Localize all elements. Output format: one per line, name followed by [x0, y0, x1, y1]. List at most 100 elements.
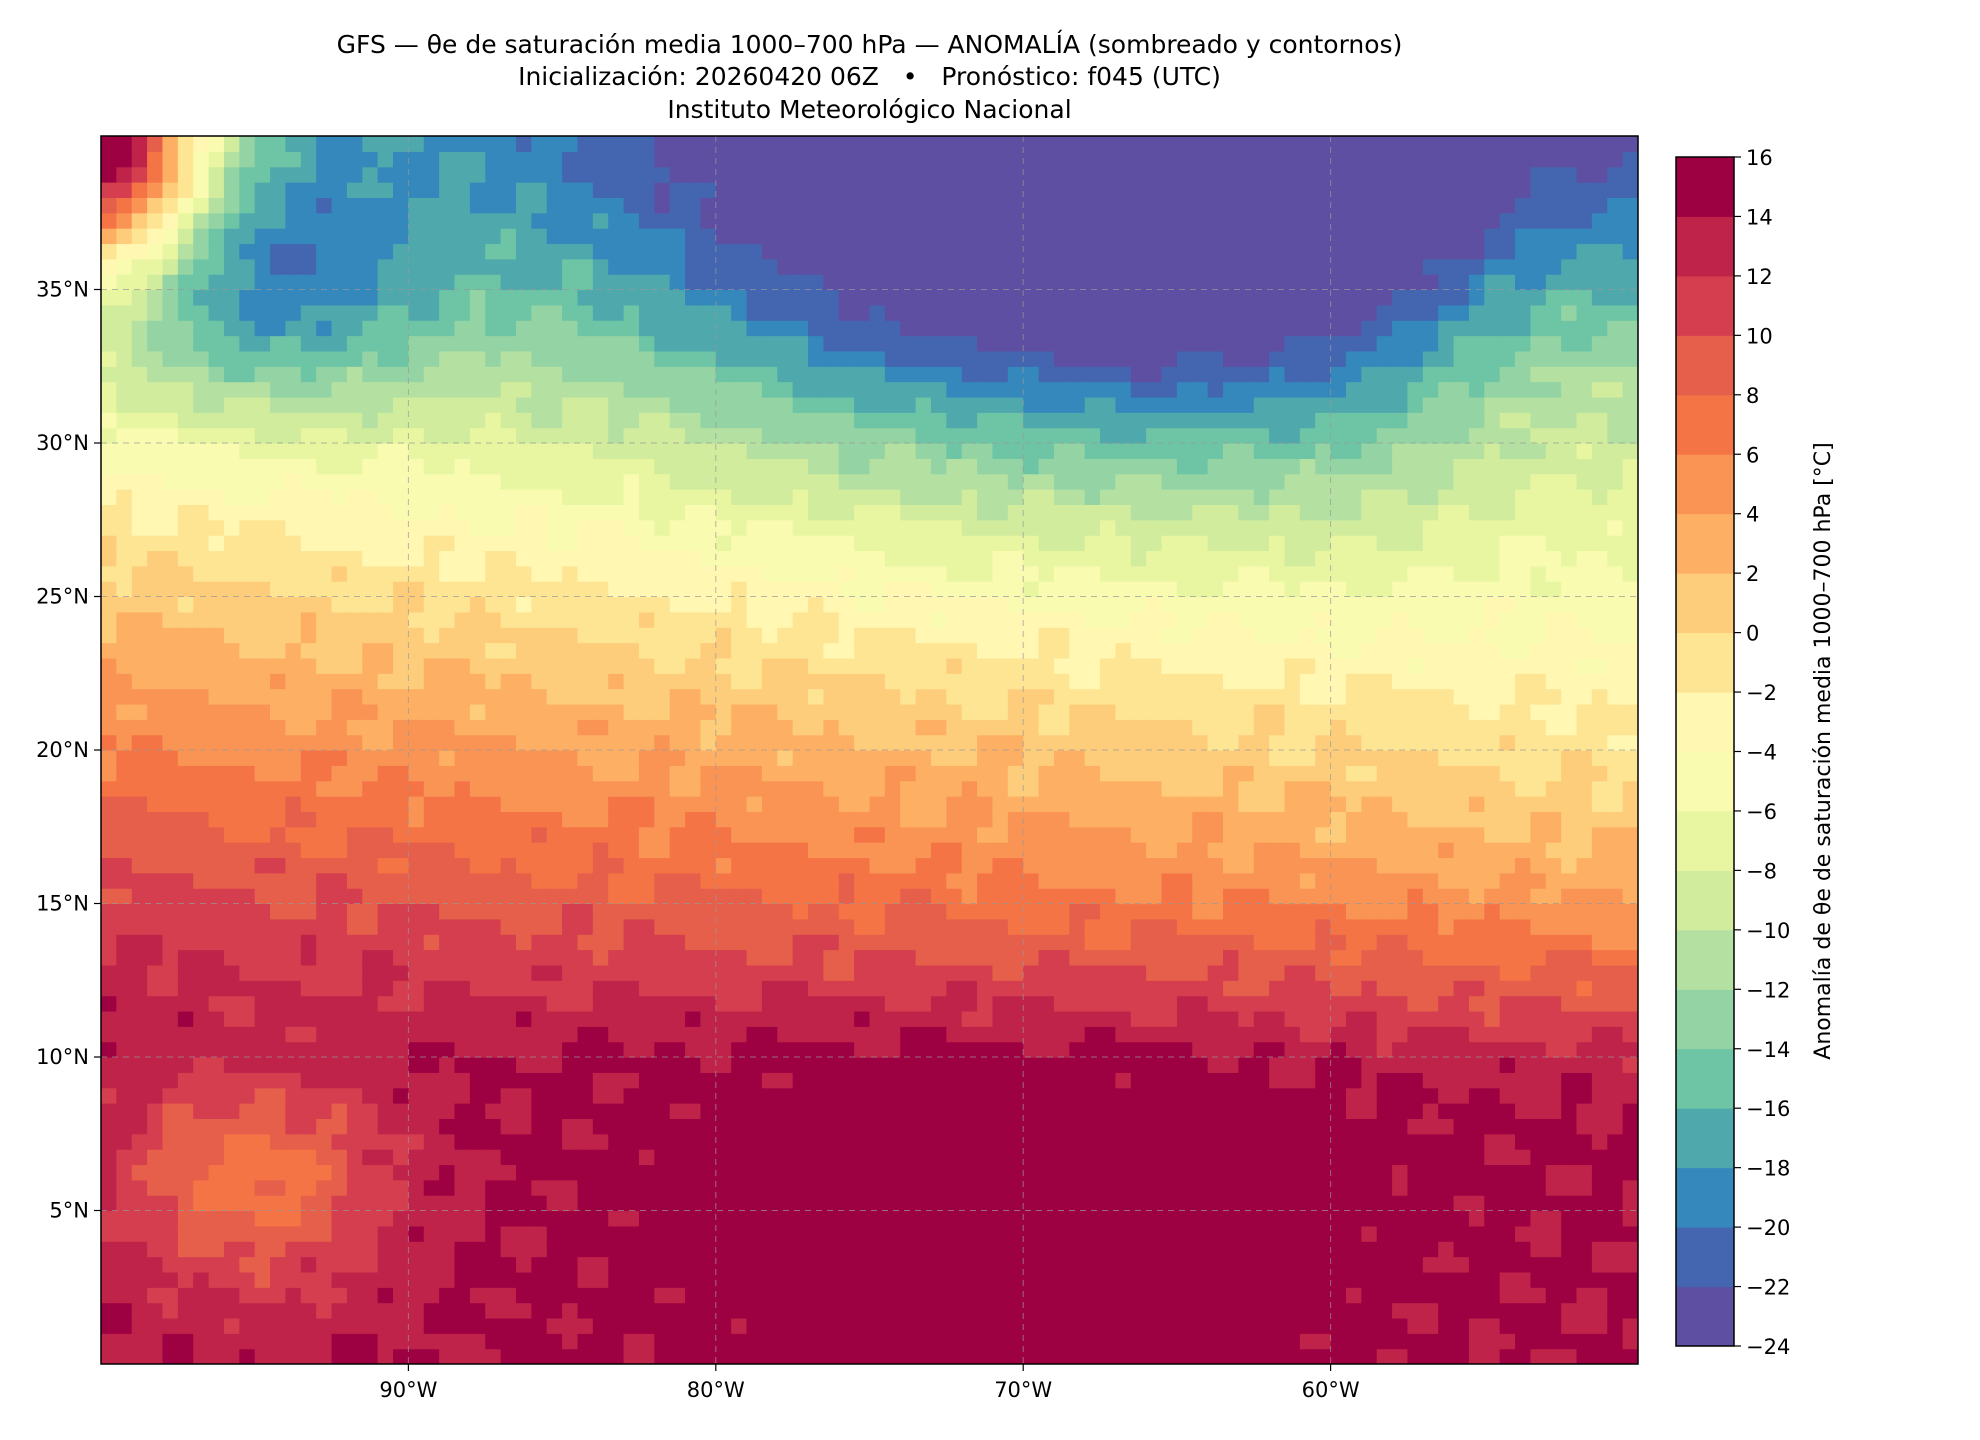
field-cell	[116, 1164, 133, 1181]
field-cell	[638, 888, 655, 905]
field-cell	[346, 504, 363, 521]
field-cell	[408, 243, 425, 260]
field-cell	[469, 427, 486, 444]
field-cell	[254, 535, 271, 552]
field-cell	[577, 1225, 594, 1242]
field-cell	[654, 1348, 671, 1364]
field-cell	[592, 519, 609, 536]
field-cell	[746, 734, 763, 751]
field-cell	[992, 1287, 1009, 1304]
field-cell	[808, 565, 824, 582]
field-cell	[838, 1118, 855, 1135]
field-cell	[208, 1010, 225, 1027]
field-cell	[915, 1072, 932, 1089]
field-cell	[346, 1287, 363, 1304]
field-cell	[408, 1271, 425, 1288]
field-cell	[377, 489, 394, 505]
field-cell	[1038, 458, 1055, 475]
field-cell	[285, 1164, 302, 1181]
field-cell	[731, 934, 748, 951]
field-cell	[823, 489, 840, 505]
field-cell	[270, 581, 287, 598]
field-cell	[423, 581, 440, 598]
field-cell	[761, 995, 778, 1012]
field-cell	[300, 412, 317, 429]
field-cell	[854, 796, 871, 812]
field-cell	[1007, 980, 1024, 997]
field-cell	[592, 688, 609, 705]
field-cell	[654, 857, 671, 874]
field-cell	[346, 443, 363, 459]
field-cell	[669, 335, 686, 352]
field-cell	[577, 1287, 594, 1304]
field-cell	[562, 657, 579, 674]
field-cell	[900, 151, 917, 168]
field-cell	[346, 366, 363, 383]
field-cell	[808, 627, 824, 644]
field-cell	[854, 396, 871, 413]
field-cell	[761, 657, 778, 674]
field-cell	[930, 765, 947, 782]
field-cell	[1053, 888, 1070, 905]
field-cell	[316, 1103, 333, 1119]
field-cell	[131, 888, 148, 905]
field-cell	[131, 473, 148, 490]
field-cell	[101, 565, 117, 582]
field-cell	[362, 320, 379, 337]
field-cell	[223, 1164, 240, 1181]
field-cell	[408, 719, 425, 736]
field-cell	[116, 719, 133, 736]
field-cell	[377, 949, 394, 966]
field-cell	[362, 350, 379, 367]
field-cell	[393, 964, 409, 981]
field-cell	[254, 673, 271, 690]
field-cell	[546, 1348, 563, 1364]
field-cell	[469, 166, 486, 183]
field-cell	[500, 1010, 517, 1027]
field-cell	[239, 596, 256, 613]
field-cell	[147, 918, 164, 935]
field-cell	[1007, 1087, 1024, 1104]
field-cell	[685, 1026, 702, 1043]
field-cell	[193, 1087, 210, 1104]
field-cell	[423, 1302, 440, 1319]
field-cell	[177, 934, 194, 951]
field-cell	[439, 212, 456, 229]
field-cell	[254, 350, 271, 367]
field-cell	[285, 596, 302, 613]
field-cell	[393, 1195, 409, 1212]
field-cell	[562, 980, 579, 997]
field-cell	[992, 1195, 1009, 1212]
field-cell	[592, 350, 609, 367]
field-cell	[961, 1118, 978, 1135]
field-cell	[946, 519, 963, 536]
field-cell	[177, 1195, 194, 1212]
field-cell	[915, 320, 932, 337]
field-cell	[1007, 1317, 1024, 1334]
field-cell	[300, 611, 317, 628]
field-cell	[884, 581, 901, 598]
field-cell	[500, 1118, 517, 1135]
field-cell	[285, 1057, 302, 1073]
field-cell	[654, 1149, 671, 1166]
field-cell	[362, 734, 379, 751]
field-cell	[961, 1164, 978, 1181]
field-cell	[685, 964, 702, 981]
field-cell	[638, 1010, 655, 1027]
field-cell	[408, 412, 425, 429]
field-cell	[1023, 197, 1040, 214]
field-cell	[531, 1087, 548, 1104]
field-cell	[393, 734, 409, 751]
field-cell	[177, 1210, 194, 1227]
field-cell	[546, 1179, 563, 1196]
field-cell	[977, 1210, 994, 1227]
field-cell	[531, 780, 548, 797]
field-cell	[1053, 1057, 1070, 1073]
field-cell	[1038, 1256, 1055, 1273]
field-cell	[823, 182, 840, 198]
field-cell	[654, 1256, 671, 1273]
field-cell	[270, 1210, 287, 1227]
field-cell	[792, 1072, 809, 1089]
field-cell	[331, 320, 348, 337]
field-cell	[854, 427, 871, 444]
